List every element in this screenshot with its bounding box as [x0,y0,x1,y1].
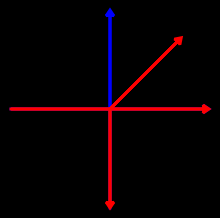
FancyArrow shape [106,109,114,208]
FancyArrow shape [110,38,181,109]
FancyArrow shape [11,105,209,113]
FancyArrow shape [11,105,209,113]
FancyArrow shape [106,10,114,208]
